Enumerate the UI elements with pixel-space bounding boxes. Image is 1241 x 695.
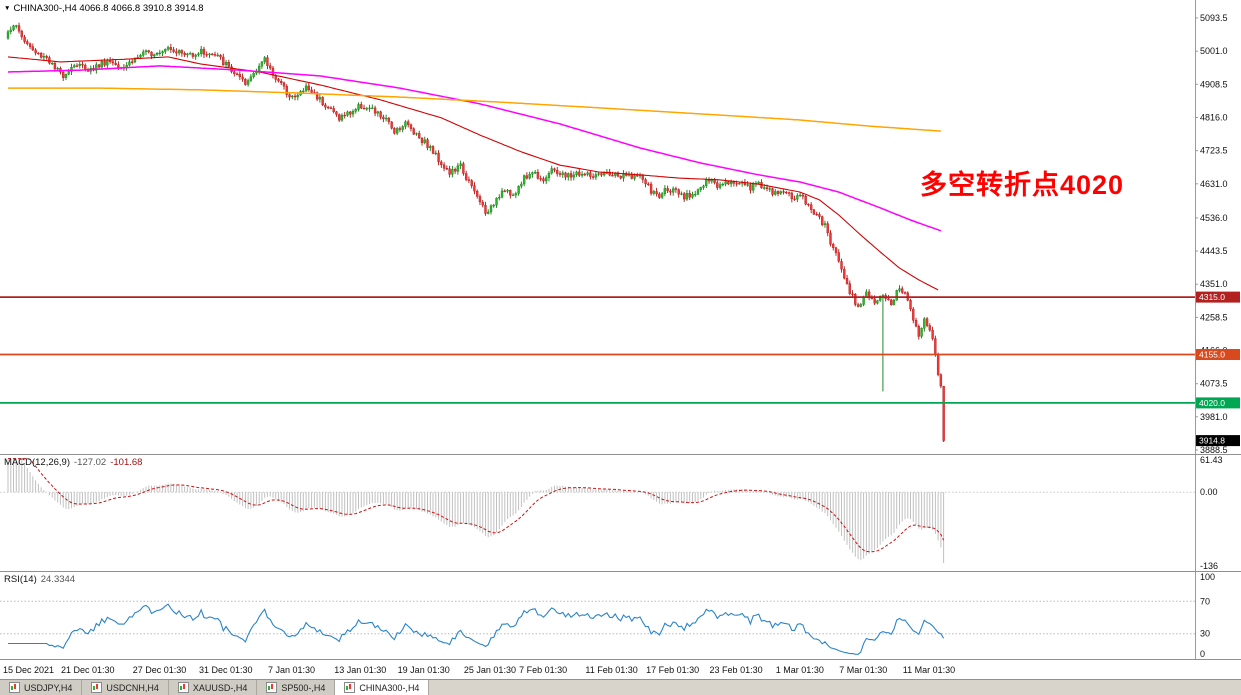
main-chart-canvas[interactable]: 5093.5 5001.0 4908.5 4816.0 4723.5 4631.0 4536… [0, 0, 1241, 455]
tab-label: USDJPY,H4 [24, 682, 73, 693]
time-label: 11 Feb 01:30 [585, 665, 638, 675]
time-label: 27 Dec 01:30 [132, 665, 187, 675]
time-label: 17 Feb 01:30 [646, 665, 700, 675]
chart-tab-usdcnh-h4[interactable]: USDCNH,H4 [82, 680, 169, 695]
svg-text:4073.5: 4073.5 [1200, 379, 1228, 389]
ma-fast-red [7, 56, 939, 291]
time-label: 1 Mar 01:30 [775, 665, 824, 675]
price-level-badges: 4315.0 4155.0 4020.0 3914.8 [1196, 291, 1240, 447]
svg-text:61.43: 61.43 [1200, 455, 1223, 465]
chart-tab-sp500-h4[interactable]: SP500-,H4 [257, 680, 336, 695]
macd-signal-value: -101.68 [110, 457, 143, 468]
svg-text:0: 0 [1200, 649, 1205, 659]
chart-tab-usdjpy-h4[interactable]: USDJPY,H4 [0, 680, 83, 695]
time-label: 7 Mar 01:30 [839, 665, 888, 675]
tab-label: USDCNH,H4 [106, 682, 159, 693]
panel-separator[interactable] [0, 454, 1241, 455]
mini-chart-icon [9, 682, 20, 693]
macd-histogram [7, 458, 945, 563]
rsi-canvas: 100 70 30 0 [0, 572, 1215, 659]
svg-text:3914.8: 3914.8 [1199, 436, 1225, 446]
macd-name: MACD(12,26,9) [4, 457, 70, 468]
main-chart-panel[interactable]: 5093.5 5001.0 4908.5 4816.0 4723.5 4631.0 4536… [0, 0, 1241, 455]
svg-text:4816.0: 4816.0 [1200, 113, 1228, 123]
chart-title-text: CHINA300-,H4 4066.8 4066.8 3910.8 3914.8 [13, 3, 204, 14]
ma-medium-magenta [7, 65, 942, 232]
macd-panel[interactable]: 61.43 0.00 -136 MACD(12,26,9) -127.02 -101.6… [0, 455, 1241, 571]
svg-text:0.00: 0.00 [1200, 487, 1218, 497]
time-label: 7 Jan 01:30 [267, 665, 315, 675]
rsi-label: RSI(14) 24.3344 [4, 574, 75, 585]
moving-averages-layer [7, 56, 942, 291]
time-label: 23 Feb 01:30 [709, 665, 763, 675]
time-label: 31 Dec 01:30 [198, 665, 253, 675]
current-price-badge [1196, 435, 1240, 447]
svg-text:4155.0: 4155.0 [1199, 350, 1225, 360]
svg-text:4020.0: 4020.0 [1199, 398, 1225, 408]
rsi-axis-labels: 100 70 30 0 [1200, 572, 1215, 659]
chart-marker-icon: ▼ [4, 4, 11, 12]
svg-text:4631.0: 4631.0 [1200, 179, 1228, 189]
svg-text:70: 70 [1200, 596, 1210, 606]
candles-layer [6, 22, 945, 442]
chart-title: ▼ CHINA300-,H4 4066.8 4066.8 3910.8 3914.… [4, 3, 204, 14]
svg-text:4315.0: 4315.0 [1199, 292, 1225, 302]
macd-axis-labels: 61.43 0.00 -136 [1200, 455, 1223, 571]
svg-text:5001.0: 5001.0 [1200, 46, 1228, 56]
panel-separator[interactable] [0, 571, 1241, 572]
chart-tabs-bar: USDJPY,H4 USDCNH,H4 XAUUSD-,H4 SP500-,H4 CHI… [0, 680, 1241, 695]
panel-separator [0, 679, 1241, 680]
svg-text:3981.0: 3981.0 [1200, 412, 1228, 422]
svg-text:5093.5: 5093.5 [1200, 13, 1228, 23]
time-label: 13 Jan 01:30 [334, 665, 387, 675]
macd-canvas: 61.43 0.00 -136 [0, 455, 1223, 571]
svg-text:4443.5: 4443.5 [1200, 246, 1228, 256]
tab-label: SP500-,H4 [281, 682, 326, 693]
chart-tab-xauusd-h4[interactable]: XAUUSD-,H4 [168, 680, 258, 695]
mini-chart-icon [266, 682, 278, 693]
time-label: 19 Jan 01:30 [397, 665, 450, 675]
macd-signal-line [8, 458, 945, 553]
macd-label: MACD(12,26,9) -127.02 -101.68 [4, 457, 142, 468]
annotation-text: 多空转折点4020 [920, 170, 1125, 200]
rsi-line [8, 603, 945, 655]
svg-text:4723.5: 4723.5 [1200, 146, 1228, 156]
svg-text:4258.5: 4258.5 [1200, 312, 1228, 322]
svg-text:4351.0: 4351.0 [1200, 279, 1228, 289]
rsi-panel[interactable]: 100 70 30 0 RSI(14) 24.3344 [0, 572, 1241, 659]
panel-separator[interactable] [0, 659, 1241, 660]
time-axis[interactable]: 15 Dec 2021 21 Dec 01:30 27 Dec 01:30 31 De… [0, 660, 1241, 679]
svg-text:100: 100 [1200, 572, 1215, 582]
svg-text:-136: -136 [1200, 561, 1218, 571]
svg-text:30: 30 [1200, 629, 1210, 639]
time-label: 21 Dec 01:30 [60, 665, 115, 675]
macd-main-value: -127.02 [74, 457, 107, 468]
mini-chart-icon [91, 682, 103, 693]
time-label: 15 Dec 2021 [3, 665, 55, 675]
price-axis-labels[interactable]: 5093.5 5001.0 4908.5 4816.0 4723.5 4631.0 4536… [1195, 13, 1228, 455]
mini-chart-icon [177, 682, 189, 693]
svg-text:4908.5: 4908.5 [1200, 79, 1228, 89]
svg-text:3888.5: 3888.5 [1200, 445, 1228, 455]
ma-slow-orange [8, 87, 941, 132]
rsi-value: 24.3344 [40, 574, 76, 585]
chart-tab-china300-h4[interactable]: CHINA300-,H4 [335, 680, 430, 695]
svg-text:4536.0: 4536.0 [1200, 213, 1228, 223]
price-level-lines[interactable] [0, 296, 1195, 404]
tab-label: XAUUSD-,H4 [192, 682, 248, 693]
time-label: 7 Feb 01:30 [519, 665, 568, 675]
rsi-name: RSI(14) [4, 574, 37, 585]
time-label: 25 Jan 01:30 [463, 665, 516, 675]
tab-label: CHINA300-,H4 [359, 682, 420, 693]
time-label: 11 Mar 01:30 [902, 665, 956, 675]
mini-chart-icon [344, 682, 356, 693]
